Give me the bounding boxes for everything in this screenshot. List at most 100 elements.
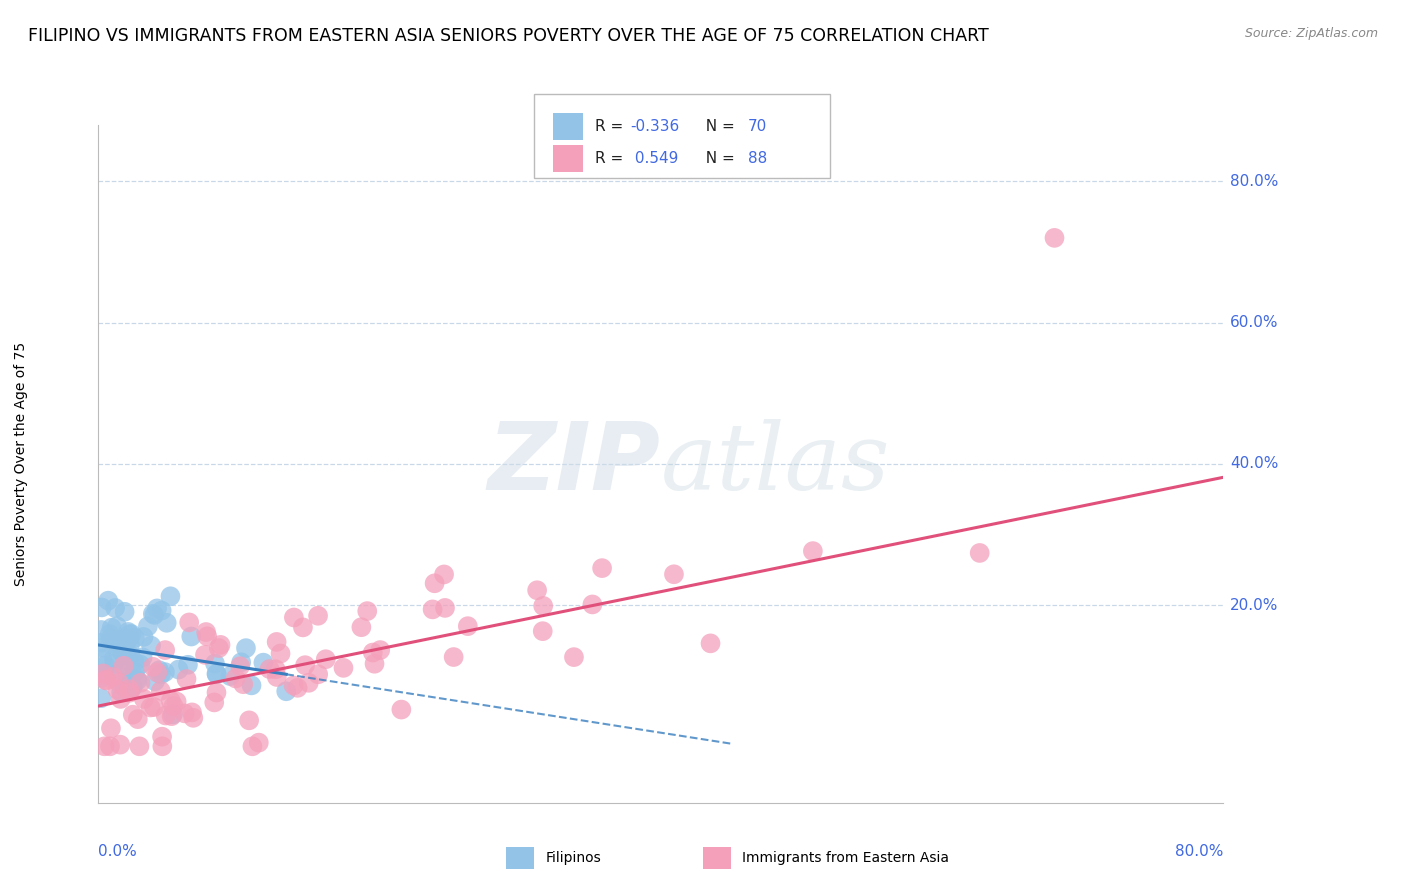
Point — [150, 603, 173, 617]
Point — [205, 666, 228, 681]
Point — [153, 665, 176, 679]
Point — [266, 635, 288, 649]
Point — [562, 650, 585, 665]
Point — [143, 700, 166, 714]
Point — [111, 641, 134, 656]
Point — [103, 651, 125, 665]
Point — [149, 684, 172, 698]
Point — [156, 615, 179, 630]
Point — [100, 631, 122, 645]
Point — [176, 672, 198, 686]
Point — [132, 692, 155, 706]
Point — [90, 600, 112, 615]
Point — [209, 638, 232, 652]
Text: 80.0%: 80.0% — [1175, 845, 1223, 859]
Point — [121, 680, 143, 694]
Point — [150, 739, 173, 754]
Point — [124, 665, 146, 680]
Point — [205, 685, 228, 699]
Point — [219, 669, 242, 683]
Point — [177, 657, 200, 672]
Point — [181, 711, 204, 725]
Text: -0.336: -0.336 — [630, 120, 679, 134]
Point — [120, 648, 142, 663]
Point — [160, 709, 183, 723]
Point — [114, 637, 136, 651]
Text: 70: 70 — [748, 120, 768, 134]
Point — [307, 667, 329, 681]
Point — [287, 681, 309, 695]
Point — [115, 648, 138, 663]
Point — [195, 629, 218, 643]
Point — [591, 561, 613, 575]
Point — [91, 666, 114, 681]
Point — [356, 604, 378, 618]
Point — [110, 692, 132, 706]
Point — [114, 653, 136, 667]
Point — [112, 658, 135, 673]
Text: N =: N = — [696, 120, 740, 134]
Point — [146, 601, 169, 615]
Point — [146, 665, 169, 680]
Point — [132, 630, 155, 644]
Point — [315, 652, 337, 666]
Point — [1043, 231, 1066, 245]
Point — [238, 714, 260, 728]
Point — [231, 656, 253, 670]
Point — [368, 643, 391, 657]
Point — [104, 601, 127, 615]
Point — [114, 680, 136, 694]
Point — [118, 682, 141, 697]
Text: Source: ZipAtlas.com: Source: ZipAtlas.com — [1244, 27, 1378, 40]
Point — [181, 706, 204, 720]
Point — [121, 680, 143, 694]
Point — [294, 658, 316, 673]
Text: FILIPINO VS IMMIGRANTS FROM EASTERN ASIA SENIORS POVERTY OVER THE AGE OF 75 CORR: FILIPINO VS IMMIGRANTS FROM EASTERN ASIA… — [28, 27, 988, 45]
Point — [242, 739, 264, 754]
Point — [90, 691, 112, 706]
Text: 0.0%: 0.0% — [98, 845, 138, 859]
Point — [291, 620, 314, 634]
Point — [240, 678, 263, 692]
Point — [142, 607, 165, 621]
Point — [118, 686, 141, 700]
Point — [531, 624, 554, 639]
Point — [90, 636, 112, 650]
Point — [205, 667, 228, 681]
Point — [143, 607, 166, 622]
Text: Seniors Poverty Over the Age of 75: Seniors Poverty Over the Age of 75 — [14, 342, 28, 586]
Point — [98, 633, 121, 648]
Point — [127, 673, 149, 688]
Point — [155, 708, 177, 723]
Point — [363, 657, 385, 671]
Point — [91, 671, 114, 685]
Point — [110, 664, 132, 678]
Point — [100, 721, 122, 735]
Point — [167, 663, 190, 677]
Point — [232, 677, 254, 691]
Point — [98, 739, 121, 754]
Point — [108, 633, 131, 648]
Point — [94, 658, 117, 673]
Point — [129, 675, 152, 690]
Point — [143, 674, 166, 689]
Point — [180, 630, 202, 644]
Point — [150, 730, 173, 744]
Point — [307, 608, 329, 623]
Point — [389, 702, 412, 716]
Point — [117, 670, 139, 684]
Point — [162, 707, 184, 722]
Point — [103, 657, 125, 671]
Point — [266, 670, 288, 684]
Point — [801, 544, 824, 558]
Point — [149, 667, 172, 681]
Point — [159, 694, 181, 708]
Point — [105, 640, 128, 654]
Point — [91, 640, 114, 655]
Point — [283, 678, 305, 692]
Point — [264, 662, 287, 676]
Point — [531, 599, 554, 613]
Point — [229, 659, 252, 673]
Point — [125, 673, 148, 687]
Point — [581, 598, 603, 612]
